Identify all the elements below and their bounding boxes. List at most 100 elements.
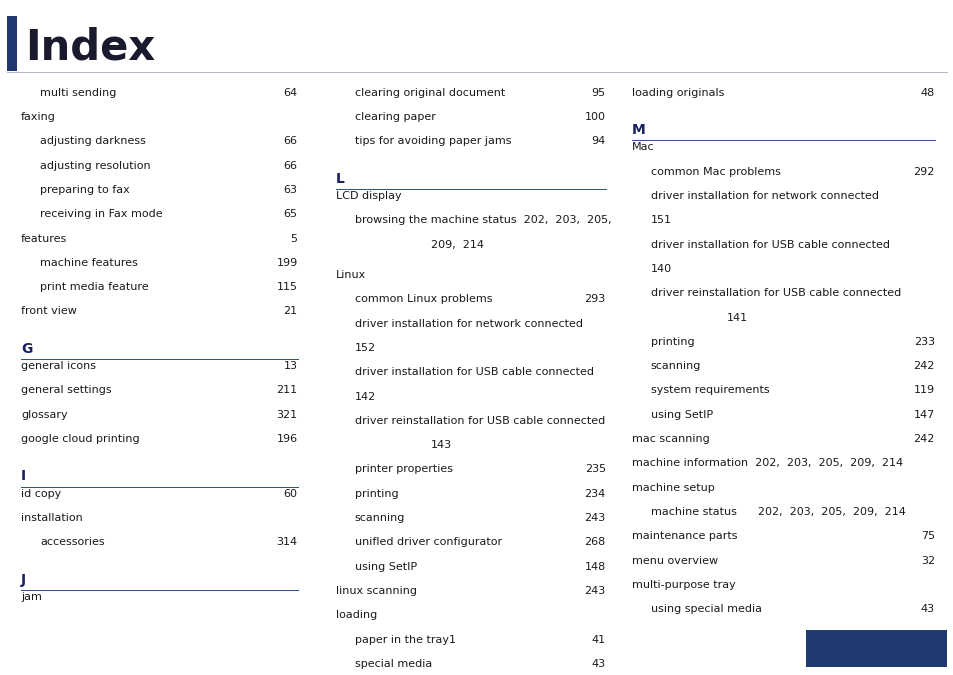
Text: 147: 147 [913, 410, 934, 420]
Text: driver installation for USB cable connected: driver installation for USB cable connec… [355, 367, 594, 377]
Text: linux scanning: linux scanning [335, 586, 416, 596]
Text: 152: 152 [355, 343, 375, 353]
Text: driver reinstallation for USB cable connected: driver reinstallation for USB cable conn… [650, 288, 900, 298]
Text: 95: 95 [591, 88, 605, 98]
Text: loading originals: loading originals [631, 88, 723, 98]
Text: google cloud printing: google cloud printing [21, 434, 139, 444]
Text: G: G [21, 342, 32, 356]
Text: 143: 143 [431, 440, 452, 450]
Text: using SetIP: using SetIP [355, 562, 416, 572]
Text: using special media: using special media [650, 604, 760, 614]
Text: 314: 314 [276, 537, 297, 547]
Text: 21: 21 [283, 306, 297, 317]
Text: 140: 140 [650, 264, 671, 274]
Text: installation: installation [21, 513, 83, 523]
Text: preparing to fax: preparing to fax [40, 185, 130, 195]
Text: 115: 115 [276, 282, 297, 292]
Text: 235: 235 [584, 464, 605, 475]
Text: Index: Index [817, 643, 848, 653]
Text: Mac: Mac [631, 142, 654, 153]
Text: 151: 151 [650, 215, 671, 225]
Text: machine information  202,  203,  205,  209,  214: machine information 202, 203, 205, 209, … [631, 458, 902, 468]
Text: machine features: machine features [40, 258, 138, 268]
Text: 63: 63 [283, 185, 297, 195]
Text: paper in the tray1: paper in the tray1 [355, 634, 456, 645]
Text: 75: 75 [920, 531, 934, 541]
Text: common Linux problems: common Linux problems [355, 294, 492, 304]
Text: 13: 13 [283, 361, 297, 371]
Text: id copy: id copy [21, 489, 61, 499]
Text: 233: 233 [913, 337, 934, 347]
Text: 196: 196 [276, 434, 297, 444]
Text: 48: 48 [920, 88, 934, 98]
Text: common Mac problems: common Mac problems [650, 167, 780, 177]
Text: I: I [21, 469, 26, 483]
Text: browsing the machine status  202,  203,  205,: browsing the machine status 202, 203, 20… [355, 215, 611, 225]
Text: tips for avoiding paper jams: tips for avoiding paper jams [355, 136, 511, 146]
Text: 211: 211 [276, 385, 297, 396]
Text: faxing: faxing [21, 112, 56, 122]
Text: 43: 43 [591, 659, 605, 669]
Text: menu overview: menu overview [631, 556, 717, 566]
Text: 199: 199 [276, 258, 297, 268]
Text: M: M [631, 123, 644, 137]
Text: 142: 142 [355, 392, 375, 402]
Text: using SetIP: using SetIP [650, 410, 712, 420]
Text: printer properties: printer properties [355, 464, 453, 475]
Text: L: L [335, 171, 344, 186]
Text: 234: 234 [584, 489, 605, 499]
Text: driver installation for network connected: driver installation for network connecte… [355, 319, 582, 329]
Text: driver installation for network connected: driver installation for network connecte… [650, 191, 878, 201]
Text: clearing original document: clearing original document [355, 88, 504, 98]
Text: features: features [21, 234, 67, 244]
Text: jam: jam [21, 592, 42, 602]
Text: loading: loading [335, 610, 376, 620]
Bar [805, 630, 946, 667]
Text: accessories: accessories [40, 537, 105, 547]
Text: 41: 41 [591, 634, 605, 645]
Text: 334: 334 [907, 641, 939, 656]
Text: J: J [21, 572, 26, 587]
Text: printing: printing [650, 337, 694, 347]
Text: printing: printing [355, 489, 398, 499]
Text: print media feature: print media feature [40, 282, 149, 292]
Text: 292: 292 [913, 167, 934, 177]
Text: LCD display: LCD display [335, 191, 401, 201]
Text: 43: 43 [920, 604, 934, 614]
Text: special media: special media [355, 659, 432, 669]
Text: Index: Index [25, 27, 155, 69]
Text: 242: 242 [913, 361, 934, 371]
Text: clearing paper: clearing paper [355, 112, 436, 122]
Text: 242: 242 [913, 434, 934, 444]
Text: mac scanning: mac scanning [631, 434, 708, 444]
Text: 66: 66 [283, 136, 297, 146]
Text: front view: front view [21, 306, 77, 317]
Text: 60: 60 [283, 489, 297, 499]
Text: maintenance parts: maintenance parts [631, 531, 737, 541]
Text: 32: 32 [920, 556, 934, 566]
Bar [7, 16, 17, 71]
Text: general icons: general icons [21, 361, 96, 371]
Text: 209,  214: 209, 214 [431, 240, 484, 250]
Text: Linux: Linux [335, 270, 366, 280]
Text: multi sending: multi sending [40, 88, 116, 98]
Text: 65: 65 [283, 209, 297, 219]
Text: general settings: general settings [21, 385, 112, 396]
Text: system requirements: system requirements [650, 385, 768, 396]
Text: driver installation for USB cable connected: driver installation for USB cable connec… [650, 240, 889, 250]
Text: unifled driver configurator: unifled driver configurator [355, 537, 501, 547]
Text: 293: 293 [584, 294, 605, 304]
Text: machine status      202,  203,  205,  209,  214: machine status 202, 203, 205, 209, 214 [650, 507, 904, 517]
Text: adjusting resolution: adjusting resolution [40, 161, 151, 171]
Text: 148: 148 [584, 562, 605, 572]
Text: driver reinstallation for USB cable connected: driver reinstallation for USB cable conn… [355, 416, 604, 426]
Text: glossary: glossary [21, 410, 68, 420]
Text: 94: 94 [591, 136, 605, 146]
Text: receiving in Fax mode: receiving in Fax mode [40, 209, 163, 219]
Text: 5: 5 [291, 234, 297, 244]
Text: machine setup: machine setup [631, 483, 714, 493]
Text: scanning: scanning [650, 361, 700, 371]
Text: 141: 141 [726, 313, 747, 323]
Text: 119: 119 [913, 385, 934, 396]
Text: adjusting darkness: adjusting darkness [40, 136, 146, 146]
